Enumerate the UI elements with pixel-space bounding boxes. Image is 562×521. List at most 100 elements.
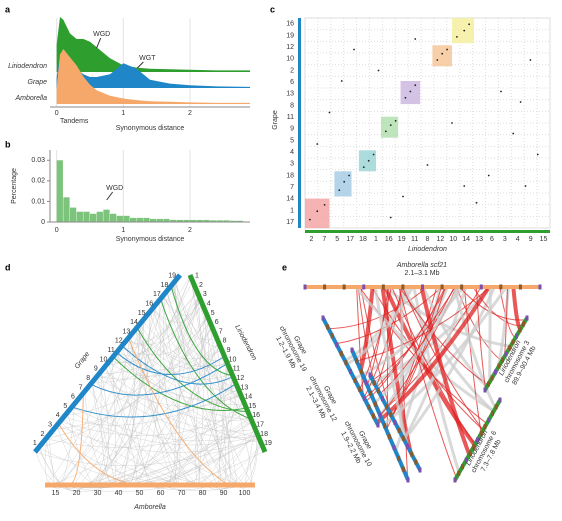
synteny-link: [136, 327, 209, 486]
dot: [348, 174, 350, 177]
dot: [389, 216, 392, 219]
annotation-arrow: [136, 61, 144, 69]
synteny-link: [58, 296, 200, 486]
track-tick-label: 90: [220, 490, 228, 497]
y-tick-label: 11: [287, 114, 294, 121]
track-tick-label: 7: [219, 328, 223, 335]
gene: [326, 324, 330, 330]
synteny-link: [127, 297, 200, 344]
gene: [453, 477, 457, 483]
histogram-bar: [110, 213, 117, 222]
y-tick-label: 13: [286, 91, 294, 98]
gene: [487, 381, 490, 387]
track-tick-label: 11: [107, 347, 114, 354]
gene: [491, 410, 494, 416]
y-tick-label: 4: [290, 149, 294, 156]
gene: [468, 450, 472, 456]
synteny-link: [171, 285, 220, 347]
dot: [404, 96, 407, 99]
series-label: Amborella: [14, 95, 47, 102]
synteny-link: [35, 451, 112, 492]
y-tick-label: 3: [290, 161, 294, 168]
y-tick-label: 10: [286, 56, 294, 63]
gene: [355, 358, 359, 364]
x-tick-label: 17: [346, 236, 354, 243]
gene: [494, 404, 498, 410]
gene: [393, 420, 397, 425]
synteny-link: [136, 300, 161, 486]
x-tick-label: 15: [540, 236, 548, 243]
dot: [309, 218, 311, 221]
synteny-link: [139, 323, 222, 360]
gene: [410, 451, 414, 457]
synteny-link: [453, 286, 497, 409]
synteny-link: [123, 293, 165, 486]
gene: [504, 351, 508, 357]
gene: [353, 377, 357, 383]
track-tick-label: 10: [100, 356, 108, 363]
synteny-link: [121, 345, 234, 385]
dot: [475, 201, 478, 204]
x-tick-label: 2: [188, 227, 192, 234]
links: [34, 275, 265, 492]
gene: [479, 284, 483, 290]
track-tick-label: 18: [260, 431, 268, 438]
track-tick-label: 2: [199, 282, 203, 289]
y-axis-label: Grape: [272, 110, 279, 130]
synteny-link: [166, 291, 255, 428]
gene: [383, 423, 387, 429]
dot: [367, 159, 370, 162]
y-tick-label: 0.03: [31, 157, 45, 164]
synteny-link: [379, 286, 482, 415]
y-tick-label: 12: [286, 44, 294, 51]
histogram-bar: [130, 217, 137, 222]
track-tick-label: 9: [94, 366, 98, 373]
dot: [451, 122, 453, 124]
histogram-bar: [163, 218, 170, 222]
gene: [401, 284, 405, 290]
track-tick-label: 15: [248, 403, 256, 410]
dot: [377, 69, 380, 72]
dot: [362, 166, 365, 169]
synteny-link: [373, 286, 410, 448]
ridge-area: [56, 49, 250, 104]
gene: [479, 430, 483, 436]
x-axis-label: Synonymous distance: [116, 125, 185, 132]
panel-label: e: [282, 262, 287, 272]
gene: [401, 435, 405, 441]
histogram-bar: [183, 219, 190, 222]
dot: [389, 124, 392, 126]
gene: [406, 477, 410, 483]
histogram-bar: [63, 197, 70, 222]
synteny-link: [126, 340, 251, 420]
y-tick-label: 16: [286, 21, 294, 28]
x-tick-label: 14: [462, 236, 470, 243]
gene: [362, 395, 366, 401]
dot: [384, 130, 387, 133]
dot: [353, 48, 355, 51]
track-tick-label: 13: [240, 384, 248, 391]
panel-label: d: [5, 262, 11, 272]
synteny-link: [379, 286, 455, 395]
x-tick-label: 18: [359, 236, 367, 243]
track-tick-label: 18: [161, 282, 169, 289]
dot: [426, 164, 429, 166]
track-tick-label: 4: [56, 412, 60, 419]
x-tick-label: 8: [426, 236, 430, 243]
synteny-link: [127, 337, 229, 486]
dot: [338, 189, 341, 192]
histogram-bar: [76, 211, 83, 222]
annotation-arrow: [96, 37, 102, 49]
dot: [446, 48, 448, 51]
dot: [340, 80, 343, 82]
gene: [330, 333, 334, 339]
track-tick-label: 100: [239, 490, 251, 497]
histogram-bar: [190, 219, 197, 222]
track-tick-label: 14: [130, 319, 138, 326]
synteny-link: [55, 315, 147, 486]
dot: [402, 195, 404, 198]
synteny-link: [105, 275, 191, 366]
gene: [335, 342, 339, 348]
y-tick-label: 7: [290, 184, 294, 191]
y-tick-label: 0.01: [31, 198, 45, 205]
